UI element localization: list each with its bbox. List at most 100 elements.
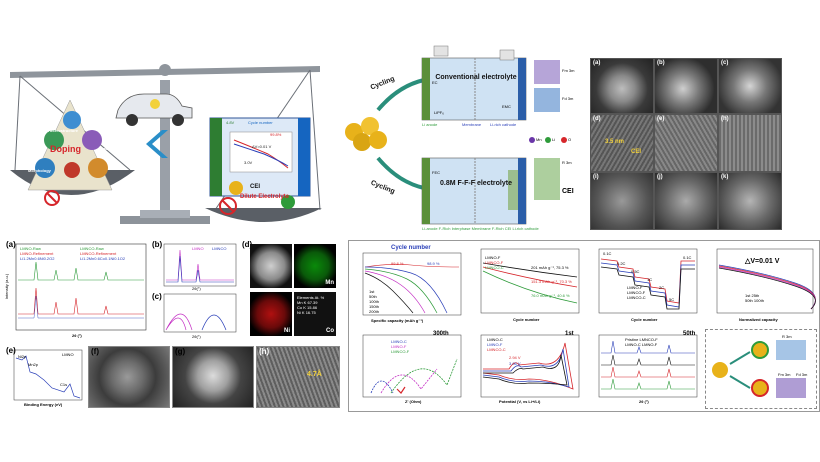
o-legend: O	[568, 137, 572, 142]
ec-label: EC	[432, 80, 438, 85]
eds-ni: Ni	[250, 292, 292, 336]
cei-label: CEI	[250, 184, 261, 190]
c-xlabel: 2θ(°)	[192, 334, 201, 339]
p7-title: 50th	[683, 331, 696, 337]
b-legend-2: LMNCO	[212, 246, 227, 251]
p8-fm3m: Fm 3m	[778, 372, 791, 377]
electrochem-panels: Cycle number 99.8 % 98.9 % 1st 50th 100t…	[348, 240, 820, 412]
fd3m-label: Fd 3m	[562, 96, 574, 101]
sem-a: (a)	[590, 58, 654, 114]
p6-note2: 3.06 V	[509, 361, 521, 366]
p4-xlabel: Normalized capacity	[739, 317, 778, 322]
a-xlabel: 2θ (°)	[72, 333, 82, 338]
ff-title: 0.8M F-F-F electrolyte	[440, 180, 512, 187]
xrd-plot	[15, 243, 147, 331]
panel-a-xrd: (a) Intensity (a.u.) 2θ (°) LMNO-Raw LMN…	[4, 240, 150, 342]
percent-label: 99.8%	[270, 132, 282, 137]
cycle-number-label: Cycle number	[248, 120, 273, 125]
p6-xlabel: Potential (V, vs Li+/Li)	[499, 399, 541, 404]
li-rich-cathode-label: Li-rich cathode	[490, 122, 517, 127]
sem-e: (e)	[654, 114, 718, 172]
p1-voltage-capacity: Cycle number 99.8 % 98.9 % 1st 50th 100t…	[351, 243, 465, 327]
sem-j: (j)	[654, 172, 718, 230]
bc-plot	[163, 243, 237, 333]
sem-c: (c)	[718, 58, 782, 114]
p7-xrd-50th: 50th Pristine LMNCO-F LMNO-C LMNO-F 2θ (…	[587, 329, 701, 409]
p5-eis: 300th LMNO-C LMNO-F LMNCO-F Z' (Ohm)	[351, 329, 465, 409]
panel-f-sem: (f)	[88, 346, 170, 408]
li-legend: Li	[552, 137, 556, 142]
p3-rate-3: 1C	[647, 277, 653, 282]
morphology-label: Morphology	[28, 168, 51, 173]
e-xlabel: Binding Energy (eV)	[24, 402, 63, 407]
fm3m-label: Fm 3m	[562, 68, 575, 73]
p2-note1: 201 mAh g⁻¹, 75.3 %	[531, 265, 569, 270]
p2-note2: 151.3 mAh g⁻¹, 70.3 %	[531, 279, 572, 284]
e-tag-c: C1s	[60, 382, 68, 387]
p6-title: 1st	[565, 331, 574, 337]
p3-rate-2: 0.5C	[631, 269, 640, 274]
p3-rate-0: 0.1C	[603, 251, 612, 256]
a-ylabel: Intensity (a.u.)	[4, 273, 10, 300]
p3-rate-5: 5C	[669, 297, 675, 302]
sem-i: (i)	[590, 172, 654, 230]
p4-normalized: △V=0.01 V 1st 25th 50th 100th Normalized…	[705, 243, 817, 327]
bottom-caption: Li-anode F-Rich Interphase Membrane F-Ri…	[422, 226, 539, 231]
coating-label: Coating	[98, 146, 113, 151]
p2-legend: LMNO-F LMNCO-F LMNCO-C	[485, 255, 504, 270]
p2-discharge-cycle: LMNO-F LMNCO-F LMNCO-C 201 mAh g⁻¹, 75.3…	[469, 243, 583, 327]
sem-b: (b)	[654, 58, 718, 114]
p7-xlabel: 2θ (°)	[639, 399, 649, 404]
e-tag-ni: Ni2p	[18, 354, 27, 359]
doping-label: Doping	[50, 144, 81, 154]
panel-h-hrtem: (h) 4.7Å	[256, 346, 340, 408]
membrane-label: Membrane	[462, 122, 482, 127]
scale-35nm: 3.5 nm	[605, 139, 625, 145]
p3-rate-1: 0.2C	[617, 261, 626, 266]
panel-g-sem: (g)	[172, 346, 254, 408]
p3-rate-6: 0.1C	[683, 255, 692, 260]
p8-mechanism: R 3m Fm 3m Fd 3m	[705, 329, 817, 409]
p4-legend: 1st 25th 50th 100th	[745, 293, 764, 303]
electrolyte-schematic: Cycling Cycling Conventional electrolyte…	[330, 40, 580, 240]
h-scale: 4.7Å	[307, 371, 322, 378]
eds-table: Elements At. % Mn K 67.39 Co K 15.86 Ni …	[294, 292, 336, 336]
p2-note3: 76.0 mAh g⁻¹, 40.6 %	[531, 293, 570, 298]
p8-r3m: R 3m	[782, 334, 792, 339]
sem-h: (h)	[718, 114, 782, 172]
sem-k: (k)	[718, 172, 782, 230]
p6-cv: 1st LMNO-C LMNO-F LMNCO-C 2.94 V 3.06 V …	[469, 329, 583, 409]
gen-voltage-label: 4.8V	[226, 120, 235, 125]
cei-tag: CEI	[631, 149, 642, 155]
p1-legend: 1st 50th 100th 150th 200th	[369, 289, 380, 314]
b-legend-1: LMNO	[192, 246, 204, 251]
heterostructure-label: Heterostructure	[48, 128, 79, 133]
p3-legend: LMNO-F LMNCO-F LMNCO-C	[627, 285, 646, 300]
characterization-panel: (a) Intensity (a.u.) 2θ (°) LMNO-Raw LMN…	[4, 240, 340, 410]
eds-sem	[250, 244, 292, 288]
p5-xlabel: Z' (Ohm)	[405, 399, 422, 404]
e-legend: LMNO	[62, 352, 74, 357]
cei-label-schematic: CEI	[562, 188, 574, 195]
p5-legend: LMNO-C LMNO-F LMNCO-F	[391, 339, 410, 354]
li-anode-label: Li anode	[422, 122, 438, 127]
panel-e-xps: (e) LMNO Ni2p Mn2p C1s Binding Energy (e…	[4, 346, 84, 410]
emc-label: EMC	[502, 104, 511, 109]
p1-title: Cycle number	[391, 245, 431, 251]
p6-legend: LMNO-C LMNO-F LMNCO-C	[487, 337, 506, 352]
sem-grid: (a) (b) (c) (d) 3.5 nm CEI (e) (h) (i) (…	[590, 58, 782, 230]
panel-bc: (b) (c) LMNO LMNCO 2θ(°) 2θ(°)	[152, 240, 238, 342]
a-legend-2: LMNCO-Raw LMNCO-Refinement Li1.2Mn0.6Co0…	[80, 246, 126, 261]
p3-rate: LMNO-F LMNCO-F LMNCO-C 0.1C 0.2C 0.5C 1C…	[587, 243, 701, 327]
dilute-electrolyte-label: Dilute Electrolyte	[240, 194, 290, 200]
p6-note1: 2.94 V	[509, 355, 521, 360]
sem-d: (d) 3.5 nm CEI	[590, 114, 654, 172]
balance-illustration: Doping Coating Heterostructure Morpholog…	[0, 40, 330, 240]
b-xlabel: 2θ(°)	[192, 286, 201, 291]
eds-mn: Mn	[294, 244, 336, 288]
r3m-label: R 3m	[562, 160, 572, 165]
voltage-note: ΔV=0.01 V	[252, 144, 272, 149]
conventional-title: Conventional electrolyte	[435, 74, 517, 81]
mn-legend: Mn	[536, 137, 542, 142]
v-label: 3.0V	[244, 160, 253, 165]
